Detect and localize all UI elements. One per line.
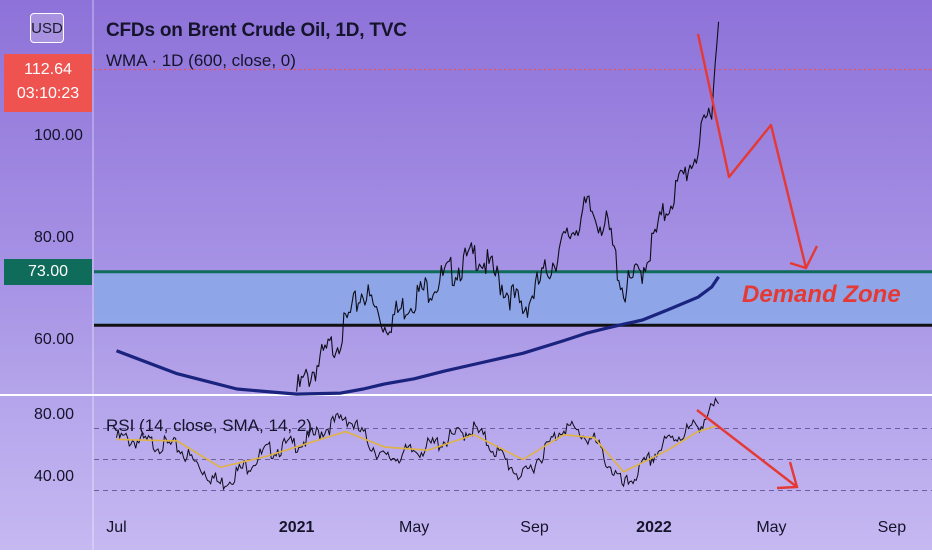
price-line <box>296 21 720 392</box>
axes: 60.00 80.00 100.00 40.00 80.00 Jul 2021 May Sep 2… <box>34 127 906 536</box>
rsi-line <box>116 397 720 491</box>
x-tick-label: Sep <box>520 519 549 536</box>
rsi-legend[interactable]: RSI (14, close, SMA, 14, 2) <box>106 416 312 435</box>
x-tick-label: 2022 <box>636 519 672 536</box>
chart-title[interactable]: CFDs on Brent Crude Oil, 1D, TVC <box>106 20 407 41</box>
x-tick-label: May <box>756 519 786 536</box>
rsi-arrow <box>696 409 798 488</box>
last-price-tag: 112.64 03:10:23 <box>4 54 92 112</box>
rsi-y-tick-label: 40.00 <box>34 468 74 485</box>
bar-countdown: 03:10:23 <box>16 85 80 102</box>
y-tick-label: 100.00 <box>34 127 83 144</box>
currency-button[interactable]: USD <box>30 13 64 43</box>
wma-line <box>115 275 720 396</box>
demand-zone <box>94 271 932 326</box>
rsi-pane <box>94 397 932 491</box>
x-tick-label: May <box>399 519 429 536</box>
y-tick-label: 80.00 <box>34 229 74 246</box>
rsi-arrowhead <box>776 461 799 490</box>
projection-arrowhead <box>789 245 819 270</box>
x-tick-label: Jul <box>106 519 126 536</box>
x-tick-label: 2021 <box>279 519 315 536</box>
last-price-value: 112.64 <box>24 61 72 78</box>
main-price-pane <box>94 21 932 396</box>
demand-zone-label: Demand Zone <box>742 281 901 308</box>
x-tick-label: Sep <box>878 519 907 536</box>
y-tick-label: 60.00 <box>34 331 74 348</box>
rsi-y-tick-label: 80.00 <box>34 406 74 423</box>
rsi-sma-line <box>116 424 719 473</box>
projection-arrow <box>696 33 808 269</box>
rsi-panel-background <box>0 396 932 550</box>
level-price-tag: 73.00 <box>4 259 92 285</box>
indicator-legend[interactable]: WMA · 1D (600, close, 0) <box>106 51 296 70</box>
